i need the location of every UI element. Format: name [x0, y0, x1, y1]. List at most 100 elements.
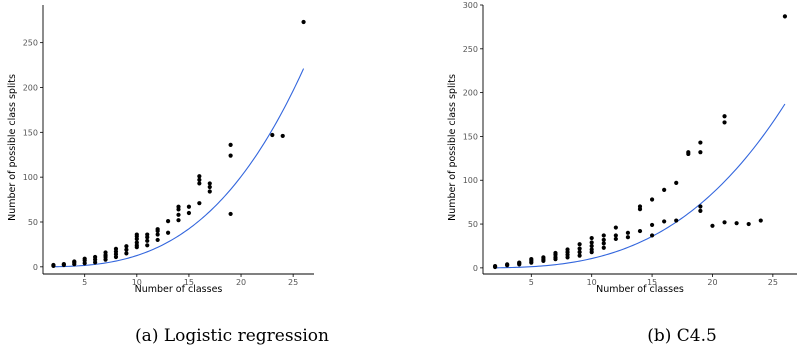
- data-point: [649, 233, 655, 238]
- data-point: [662, 219, 667, 224]
- data-point: [207, 189, 212, 194]
- data-point: [228, 211, 233, 217]
- data-point: [698, 204, 703, 209]
- x-tick-label: 5: [82, 278, 87, 287]
- data-point: [529, 257, 534, 262]
- data-point: [517, 260, 522, 265]
- data-point: [145, 238, 150, 243]
- data-point: [176, 212, 181, 217]
- data-point: [207, 184, 212, 190]
- data-point: [625, 235, 631, 240]
- data-point: [758, 218, 763, 223]
- data-point: [197, 201, 202, 206]
- y-tick-label: 0: [33, 263, 38, 272]
- data-point: [228, 153, 233, 158]
- data-point: [649, 222, 655, 228]
- data-point: [82, 256, 87, 261]
- data-point: [577, 253, 582, 258]
- x-tick-label: 15: [647, 278, 657, 287]
- y-tick-label: 50: [468, 220, 478, 229]
- data-point: [565, 247, 570, 252]
- data-point: [134, 240, 139, 245]
- data-point: [197, 177, 202, 182]
- data-point: [113, 246, 119, 251]
- y-tick-label: 200: [463, 89, 478, 98]
- x-tick-label: 10: [587, 278, 597, 287]
- data-point: [492, 264, 498, 269]
- data-point: [280, 133, 285, 139]
- data-point: [601, 233, 606, 238]
- y-tick-label: 0: [473, 264, 478, 273]
- data-point: [722, 120, 727, 125]
- data-point: [301, 19, 306, 25]
- x-axis-title: Number of classes: [135, 284, 223, 295]
- data-point: [103, 250, 108, 255]
- data-point: [613, 225, 618, 230]
- data-point: [165, 218, 171, 224]
- data-point: [124, 244, 129, 249]
- data-point: [601, 237, 606, 242]
- data-point: [625, 230, 631, 235]
- data-point: [734, 221, 739, 226]
- data-point: [782, 14, 788, 19]
- data-point: [155, 237, 160, 243]
- data-point: [649, 197, 655, 202]
- x-tick-label: 15: [184, 278, 194, 287]
- y-axis-title: Number of possible class splits: [7, 74, 18, 221]
- data-point: [270, 132, 275, 138]
- y-tick-label: 150: [463, 132, 478, 141]
- data-point: [145, 232, 150, 237]
- data-point: [674, 180, 679, 185]
- data-point: [613, 236, 618, 242]
- data-point: [176, 204, 181, 209]
- x-tick-label: 5: [529, 278, 534, 287]
- y-tick-label: 100: [23, 173, 38, 182]
- data-point: [155, 227, 160, 232]
- data-point: [145, 243, 150, 248]
- data-point: [577, 246, 582, 251]
- data-point: [589, 243, 594, 249]
- data-point: [601, 241, 606, 246]
- data-point: [613, 233, 618, 238]
- data-point: [686, 150, 691, 155]
- data-point: [197, 181, 202, 186]
- data-point: [155, 232, 160, 237]
- data-point: [589, 240, 594, 245]
- data-point: [51, 262, 56, 268]
- data-point: [72, 259, 77, 264]
- y-tick-label: 100: [463, 176, 478, 185]
- y-tick-label: 300: [463, 1, 478, 10]
- figure-caption: (b) C4.5: [647, 326, 717, 346]
- data-point: [698, 140, 703, 145]
- y-tick-label: 200: [23, 83, 38, 92]
- data-point: [710, 223, 715, 228]
- data-point: [746, 221, 751, 227]
- data-point: [93, 254, 98, 260]
- data-point: [722, 114, 727, 119]
- y-tick-label: 250: [463, 45, 478, 54]
- data-point: [186, 210, 192, 216]
- data-point: [541, 255, 546, 260]
- data-point: [197, 174, 202, 179]
- data-point: [589, 235, 594, 241]
- x-tick-label: 20: [707, 278, 717, 287]
- data-point: [553, 250, 558, 256]
- data-point: [637, 204, 643, 209]
- data-point: [207, 181, 212, 186]
- x-tick-label: 20: [236, 278, 246, 287]
- data-point: [176, 218, 181, 223]
- data-point: [601, 245, 606, 250]
- data-point: [228, 142, 233, 147]
- data-point: [577, 242, 582, 247]
- y-tick-label: 250: [23, 39, 38, 48]
- data-point: [577, 249, 582, 255]
- data-point: [698, 150, 703, 155]
- data-point: [134, 232, 139, 237]
- data-point: [662, 187, 667, 192]
- data-point: [124, 251, 129, 256]
- data-point: [722, 220, 727, 225]
- x-axis-title: Number of classes: [596, 284, 684, 295]
- x-tick-label: 25: [288, 278, 298, 287]
